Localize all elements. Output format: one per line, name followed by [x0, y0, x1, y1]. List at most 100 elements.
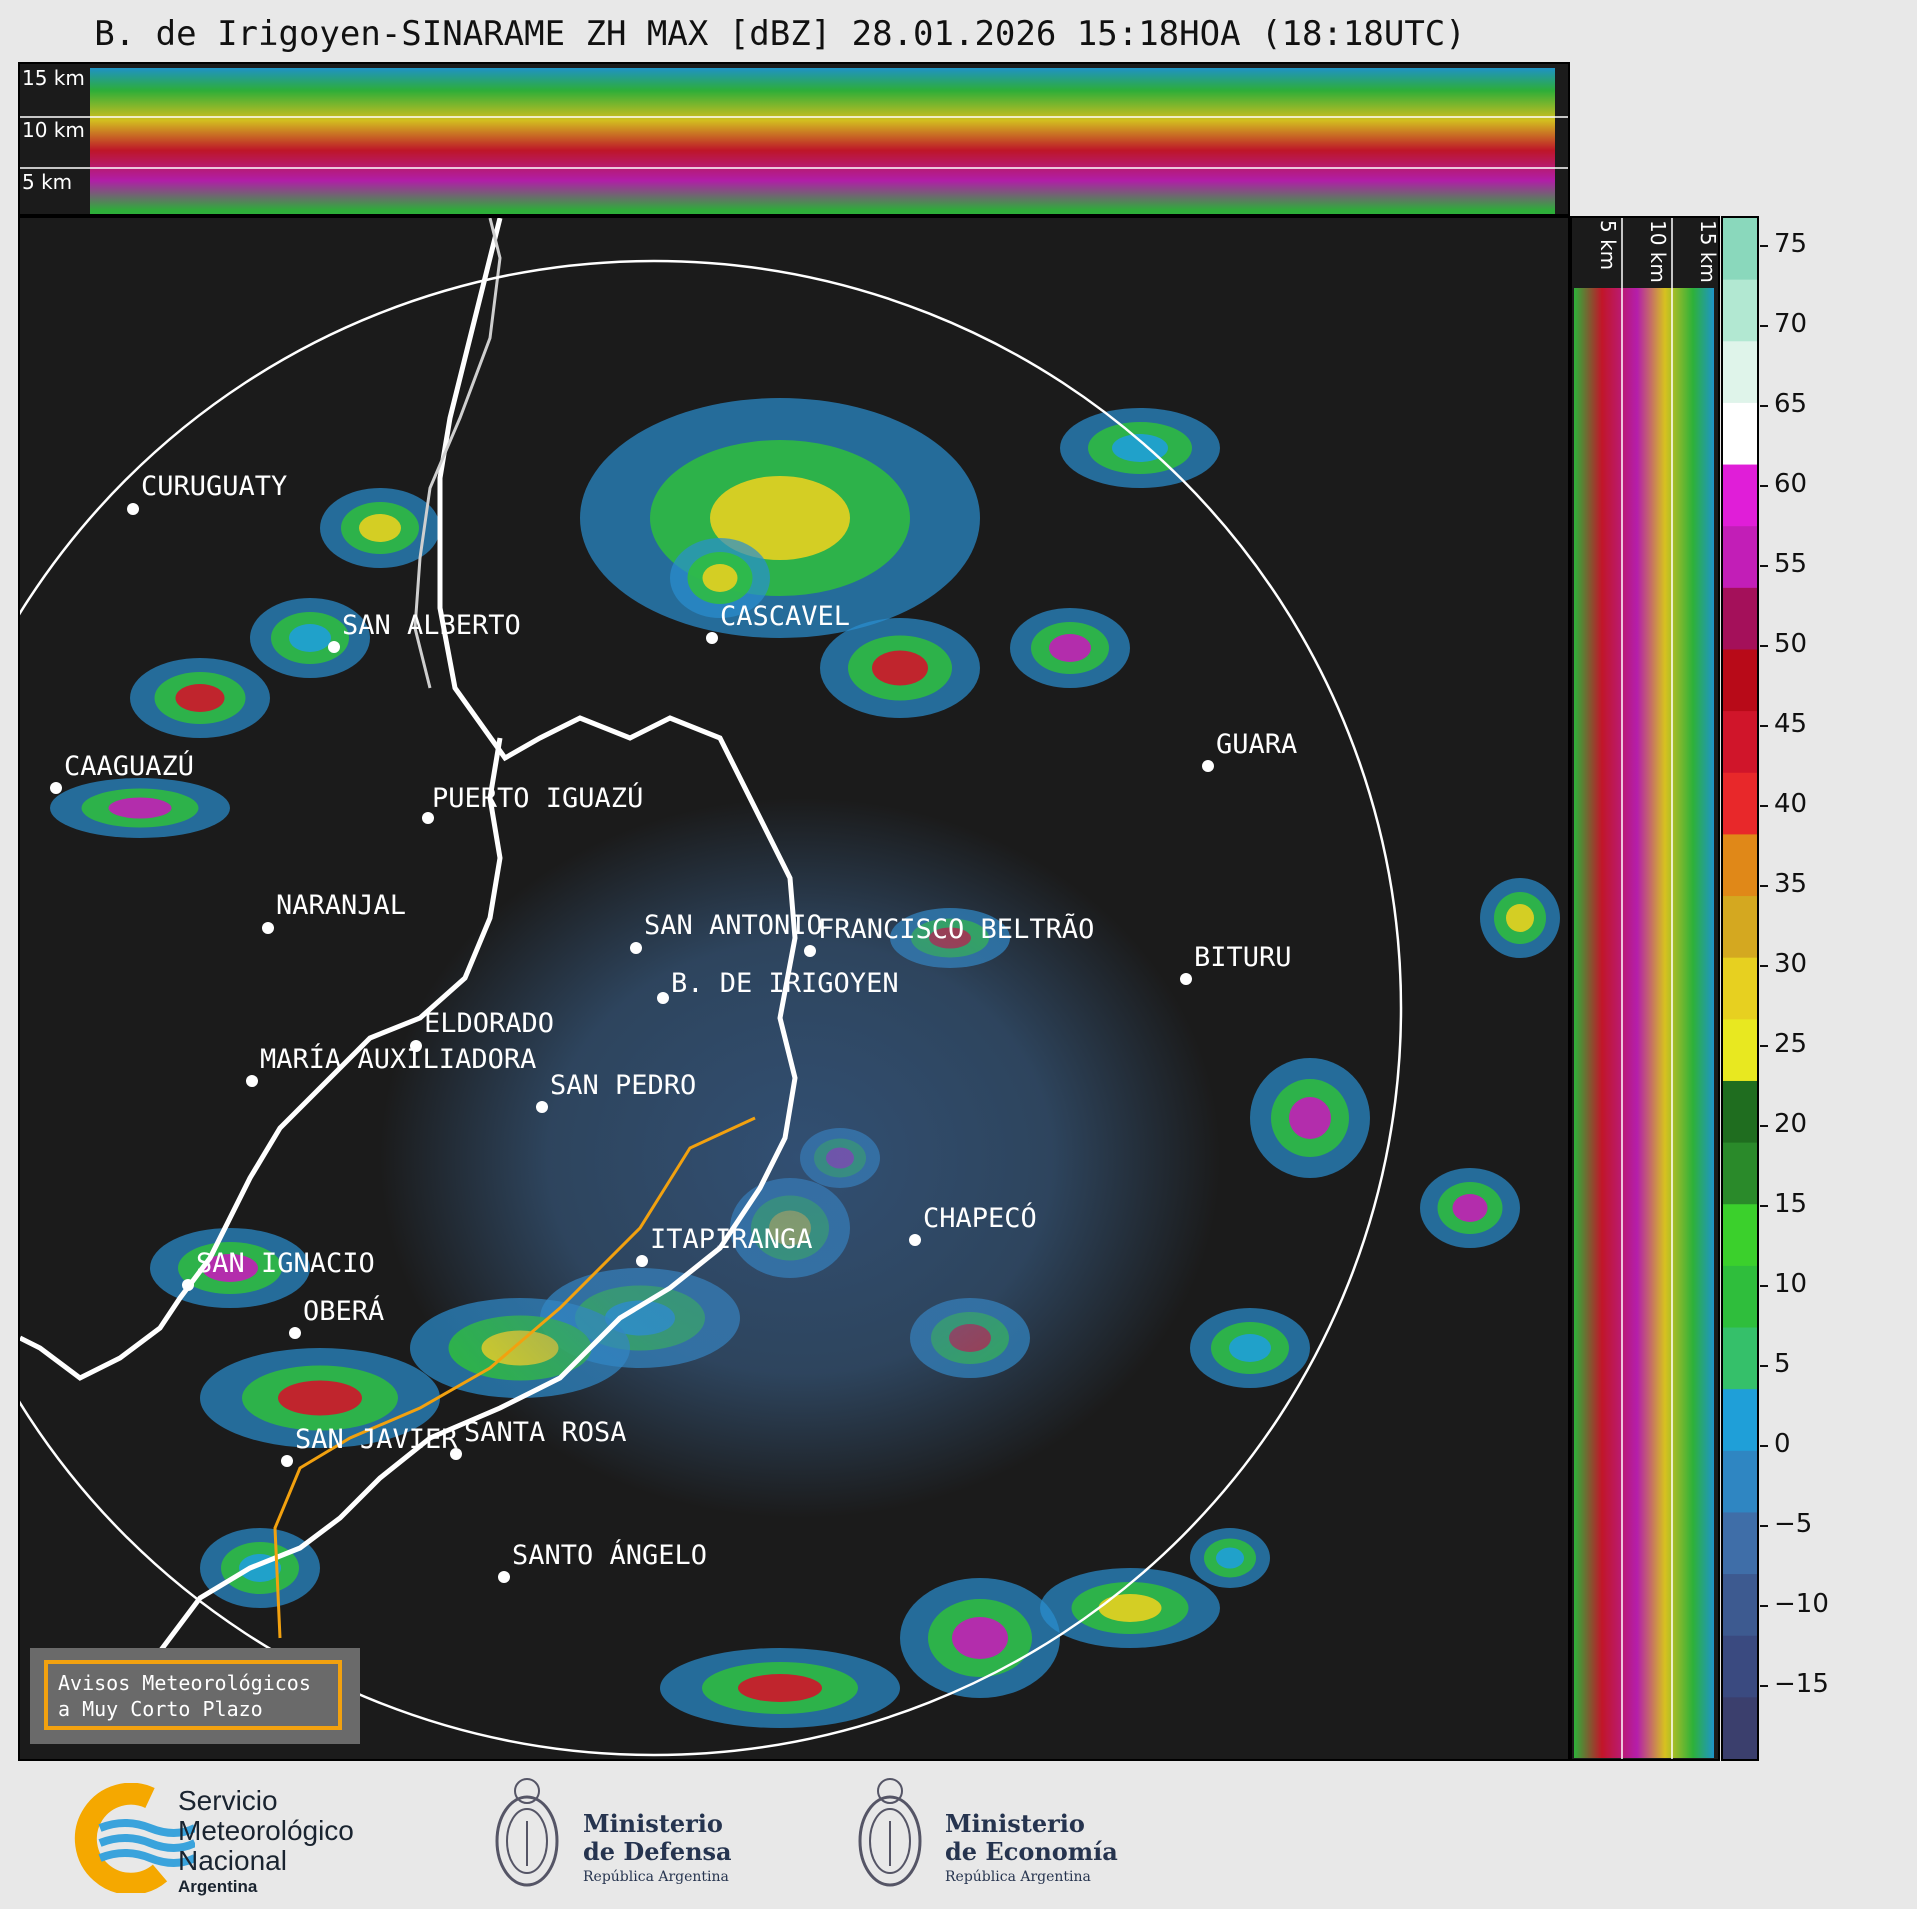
city-label: OBERÁ [303, 1295, 384, 1327]
city-marker: SAN JAVIER [281, 1424, 458, 1467]
city-dot [636, 1255, 648, 1267]
city-dot [536, 1101, 548, 1113]
city-label: CASCAVEL [720, 601, 850, 632]
city-marker: CURUGUATY [127, 471, 287, 515]
colorbar-tick-label: 30 [1774, 949, 1808, 979]
city-marker: CHAPECÓ [909, 1202, 1037, 1246]
city-marker: SAN PEDRO [536, 1070, 696, 1113]
economia-line2: de Economía [945, 1837, 1118, 1866]
chart-title: B. de Irigoyen-SINARAME ZH MAX [dBZ] 28.… [94, 14, 1466, 54]
city-dot [422, 812, 434, 824]
colorbar-tick-label: 70 [1774, 309, 1808, 339]
defensa-line1: Ministerio [583, 1809, 723, 1838]
city-dot [246, 1075, 258, 1087]
city-dot [498, 1571, 510, 1583]
city-marker: SAN ALBERTO [328, 610, 521, 653]
city-label: BITURU [1194, 942, 1292, 973]
city-dot [657, 992, 669, 1004]
city-marker: PUERTO IGUAZÚ [422, 782, 643, 824]
city-dot [630, 942, 642, 954]
city-label: NARANJAL [276, 890, 406, 921]
radar-map: CURUGUATY SAN ALBERTO CAAGUAZÚ CASCAVEL GUAR… [18, 216, 1570, 1761]
city-marker: CASCAVEL [706, 601, 850, 644]
radar-map-svg: CURUGUATY SAN ALBERTO CAAGUAZÚ CASCAVEL GUAR… [20, 218, 1560, 1757]
smn-line3: Nacional [178, 1845, 287, 1876]
city-label: ITAPIRANGA [650, 1224, 813, 1255]
top-cross-section: 15 km 10 km 5 km [18, 62, 1570, 216]
colorbar-tick-label: 25 [1774, 1029, 1808, 1059]
border-line [98, 218, 798, 1720]
warning-box: Avisos Meteorológicos a Muy Corto Plazo [30, 1648, 360, 1744]
city-label: SAN ALBERTO [342, 610, 521, 641]
colorbar-tick-label: −5 [1774, 1509, 1813, 1539]
city-marker: SAN ANTONIO [630, 910, 823, 954]
city-dot [289, 1327, 301, 1339]
smn-line1: Servicio [178, 1785, 278, 1816]
colorbar-tick-label: −15 [1774, 1669, 1829, 1699]
colorbar-tick-label: 40 [1774, 789, 1808, 819]
defensa-line3: República Argentina [583, 1869, 729, 1885]
top-label-5km: 5 km [22, 170, 73, 194]
economia-seal-icon [858, 1778, 922, 1887]
colorbar-tick-label: 55 [1774, 549, 1808, 579]
city-label: SANTA ROSA [464, 1417, 627, 1448]
smn-logo-icon [74, 1783, 195, 1893]
colorbar-tick-label: 15 [1774, 1189, 1808, 1219]
warning-line-1: Avisos Meteorológicos [58, 1671, 311, 1695]
city-dot [1180, 973, 1192, 985]
city-marker: SANTA ROSA [450, 1417, 627, 1460]
city-marker: ELDORADO [410, 1008, 554, 1052]
city-dot [450, 1448, 462, 1460]
city-dot [706, 632, 718, 644]
city-dot [281, 1455, 293, 1467]
city-dot [127, 503, 139, 515]
right-label-10km: 10 km [1646, 220, 1670, 283]
top-label-15km: 15 km [22, 66, 85, 90]
city-label: SAN JAVIER [295, 1424, 458, 1455]
city-marker: SAN IGNACIO [182, 1248, 375, 1291]
city-label: ELDORADO [424, 1008, 554, 1039]
city-marker: MARÍA AUXILIADORA [246, 1043, 536, 1087]
city-label: SAN PEDRO [550, 1070, 696, 1101]
city-dot [328, 641, 340, 653]
top-label-10km: 10 km [22, 118, 85, 142]
colorbar-tick-label: 10 [1774, 1269, 1808, 1299]
city-dot [804, 945, 816, 957]
city-label: PUERTO IGUAZÚ [432, 782, 643, 814]
city-label: B. DE IRIGOYEN [671, 968, 899, 999]
city-marker: FRANCISCO BELTRÃO [804, 913, 1094, 957]
colorbar [1721, 216, 1759, 1761]
right-cross-section: 5 km 10 km 15 km [1570, 216, 1720, 1761]
city-label: SANTO ÁNGELO [512, 1539, 707, 1571]
city-dot [909, 1234, 921, 1246]
route-line [273, 1116, 756, 1639]
defensa-seal-icon [495, 1778, 559, 1887]
colorbar-tick-label: 35 [1774, 869, 1808, 899]
city-label: SAN IGNACIO [196, 1248, 375, 1279]
colorbar-tick-label: 5 [1774, 1349, 1791, 1379]
city-label: SAN ANTONIO [644, 910, 823, 941]
city-marker: SANTO ÁNGELO [498, 1539, 707, 1583]
warning-line-2: a Muy Corto Plazo [58, 1697, 263, 1721]
city-label: CURUGUATY [141, 471, 287, 502]
city-dot [182, 1279, 194, 1291]
economia-line3: República Argentina [945, 1869, 1091, 1885]
city-marker: BITURU [1180, 942, 1292, 985]
colorbar-tick-label: 0 [1774, 1429, 1791, 1459]
colorbar-tick-label: 50 [1774, 629, 1808, 659]
footer: Servicio Meteorológico Nacional Argentin… [0, 1761, 1917, 1909]
smn-line2: Meteorológico [178, 1815, 354, 1846]
city-dot [410, 1040, 422, 1052]
city-label: CHAPECÓ [923, 1202, 1037, 1234]
range-ring [20, 259, 1403, 1757]
city-marker: OBERÁ [289, 1295, 384, 1339]
colorbar-tick-label: 45 [1774, 709, 1808, 739]
city-marker: CAAGUAZÚ [50, 750, 194, 794]
gray-river [413, 218, 502, 689]
defensa-line2: de Defensa [583, 1837, 732, 1866]
city-marker: NARANJAL [262, 890, 406, 934]
right-label-5km: 5 km [1596, 220, 1620, 271]
city-marker: B. DE IRIGOYEN [657, 968, 899, 1004]
colorbar-tick-label: 20 [1774, 1109, 1808, 1139]
warning-box-frame: Avisos Meteorológicos a Muy Corto Plazo [44, 1660, 342, 1730]
